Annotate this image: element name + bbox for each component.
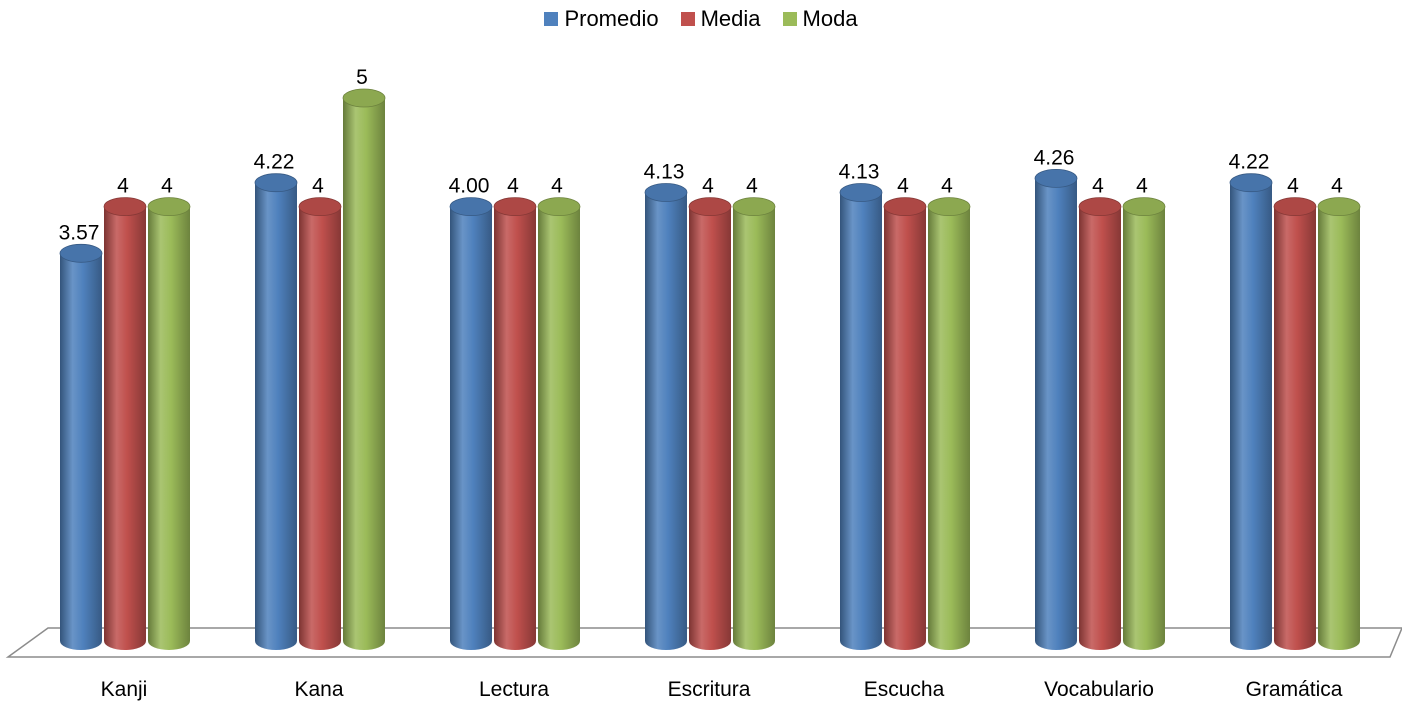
category-label-5: Vocabulario: [1044, 678, 1154, 701]
value-label-promedio-1: 4.22: [254, 151, 295, 174]
value-label-media-1: 4: [312, 175, 324, 198]
category-label-6: Gramática: [1246, 678, 1343, 701]
legend-item-2[interactable]: Moda: [782, 6, 858, 32]
value-label-promedio-4: 4.13: [839, 160, 880, 183]
category-label-3: Escritura: [668, 678, 751, 701]
legend-item-0[interactable]: Promedio: [544, 6, 659, 32]
bar-promedio-3[interactable]: [644, 183, 688, 650]
value-label-moda-2: 4: [551, 175, 563, 198]
value-label-media-0: 4: [117, 175, 129, 198]
value-label-media-5: 4: [1092, 175, 1104, 198]
value-label-moda-3: 4: [746, 175, 758, 198]
value-label-promedio-0: 3.57: [59, 221, 100, 244]
value-label-promedio-5: 4.26: [1034, 146, 1075, 169]
value-label-media-2: 4: [507, 175, 519, 198]
bar-moda-0[interactable]: [147, 197, 191, 650]
bar-promedio-0[interactable]: [59, 243, 103, 650]
category-label-0: Kanji: [101, 678, 148, 701]
value-label-moda-1: 5: [356, 66, 368, 89]
value-label-moda-5: 4: [1136, 175, 1148, 198]
legend: Promedio Media Moda: [0, 6, 1402, 32]
category-label-4: Escucha: [864, 678, 945, 701]
value-label-moda-4: 4: [941, 175, 953, 198]
value-label-media-3: 4: [702, 175, 714, 198]
bar-media-5[interactable]: [1078, 197, 1122, 650]
bar-promedio-1[interactable]: [254, 173, 298, 650]
bar-moda-2[interactable]: [537, 197, 581, 650]
value-label-promedio-3: 4.13: [644, 160, 685, 183]
value-label-promedio-6: 4.22: [1229, 151, 1270, 174]
bar-promedio-2[interactable]: [449, 197, 493, 650]
legend-item-1[interactable]: Media: [680, 6, 761, 32]
bar-moda-1[interactable]: [342, 88, 386, 650]
bar-media-2[interactable]: [493, 197, 537, 650]
value-label-moda-6: 4: [1331, 175, 1343, 198]
legend-swatch-1: [680, 12, 695, 26]
bar-promedio-5[interactable]: [1034, 168, 1078, 650]
bars-group: [59, 88, 1361, 650]
bar-moda-6[interactable]: [1317, 197, 1361, 650]
bar-moda-4[interactable]: [927, 197, 971, 650]
legend-swatch-2: [782, 12, 797, 26]
value-label-moda-0: 4: [161, 175, 173, 198]
legend-swatch-0: [544, 12, 559, 26]
legend-label-2: Moda: [802, 6, 858, 31]
bar-promedio-6[interactable]: [1229, 173, 1273, 650]
bar-media-6[interactable]: [1273, 197, 1317, 650]
category-label-2: Lectura: [479, 678, 549, 701]
bar-media-1[interactable]: [298, 197, 342, 650]
category-label-1: Kana: [294, 678, 343, 701]
bar-media-4[interactable]: [883, 197, 927, 650]
value-label-media-6: 4: [1287, 175, 1299, 198]
legend-label-1: Media: [700, 6, 761, 31]
bar-moda-3[interactable]: [732, 197, 776, 650]
legend-label-0: Promedio: [564, 6, 659, 31]
value-label-promedio-2: 4.00: [449, 175, 490, 198]
value-label-media-4: 4: [897, 175, 909, 198]
bar-media-0[interactable]: [103, 197, 147, 650]
value-labels-group: 3.57 4 4 4.22 4 5 4.00 4 4 4.13 4 4 4.13 4 4 4.26 4 4 4.22…: [59, 66, 1344, 244]
bar-moda-5[interactable]: [1122, 197, 1166, 650]
category-labels-group: Kanji Kana Lectura Escritura Escucha Vocabula…: [101, 678, 1343, 701]
bar-media-3[interactable]: [688, 197, 732, 650]
bar-promedio-4[interactable]: [839, 183, 883, 650]
